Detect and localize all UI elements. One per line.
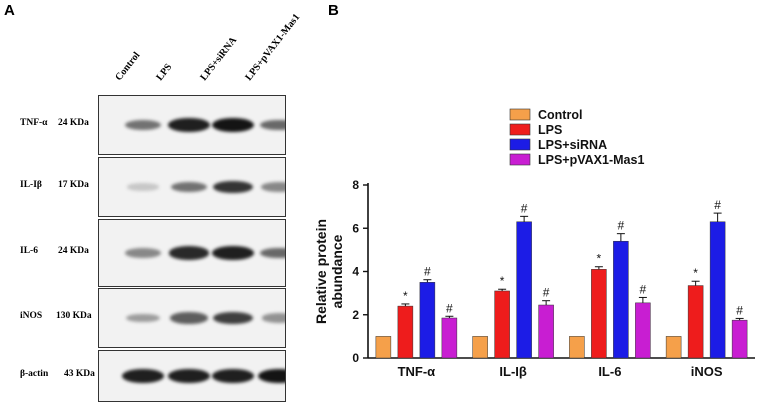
legend-swatch	[509, 123, 531, 136]
blot-protein-label: IL-Iβ	[20, 180, 42, 190]
panel-letter-a: A	[4, 2, 15, 19]
blot-band	[260, 119, 285, 131]
bar	[687, 285, 704, 359]
legend-swatch	[509, 108, 531, 121]
significance-mark: #	[424, 265, 431, 279]
bar	[709, 221, 726, 359]
blot-band	[170, 181, 208, 193]
y-axis-label: Relative proteinabundance	[313, 219, 345, 324]
x-tick-label: IL-Iβ	[499, 364, 526, 379]
bar	[441, 317, 458, 359]
bar	[635, 302, 651, 359]
blot-band	[261, 313, 285, 323]
significance-mark: #	[640, 282, 647, 296]
significance-mark: *	[597, 252, 602, 266]
blot-band	[127, 183, 159, 191]
blot-band	[168, 118, 210, 132]
blot-band	[212, 246, 254, 260]
blot-row	[98, 95, 286, 155]
significance-mark: #	[446, 301, 453, 315]
blot-band	[213, 311, 253, 325]
legend-swatch	[509, 138, 531, 151]
bar	[397, 305, 414, 359]
legend-label: LPS	[538, 123, 562, 137]
x-tick-label: TNF-α	[398, 364, 436, 379]
legend-label: LPS+siRNA	[538, 138, 607, 152]
blot-band	[170, 312, 208, 324]
blot-size-label: 130 KDa	[56, 311, 92, 321]
blot-band	[212, 180, 254, 194]
bar	[419, 282, 436, 359]
bar	[472, 336, 488, 359]
panel-letter-b: B	[328, 2, 339, 19]
blot-band	[122, 369, 164, 383]
blot-row	[98, 288, 286, 348]
blot-band	[124, 119, 162, 131]
blot-band	[212, 369, 254, 383]
significance-mark: #	[736, 303, 743, 317]
blot-protein-label: β-actin	[20, 369, 49, 379]
blot-band	[258, 369, 285, 383]
lane-label: LPS+siRNA	[198, 34, 240, 83]
blot-band	[212, 118, 254, 132]
significance-mark: #	[543, 286, 550, 300]
significance-mark: *	[403, 289, 408, 303]
significance-mark: #	[618, 219, 625, 233]
blot-band	[261, 182, 285, 192]
y-tick-label: 0	[352, 351, 359, 365]
legend-label: LPS+pVAX1-Mas1	[538, 153, 644, 167]
y-tick-label: 4	[352, 265, 359, 279]
lane-label: Control	[113, 50, 143, 83]
lane-label: LPS+pVAX1-Mas1	[243, 11, 303, 83]
blot-size-label: 43 KDa	[64, 369, 95, 379]
bar	[538, 304, 554, 359]
bar	[613, 240, 629, 359]
blot-size-label: 17 KDa	[58, 180, 89, 190]
blot-row	[98, 157, 286, 217]
blot-band	[125, 313, 161, 323]
blot-band	[168, 246, 210, 260]
blot-band	[125, 248, 161, 258]
bar	[731, 319, 748, 359]
bar	[494, 290, 510, 359]
significance-mark: #	[714, 198, 721, 212]
bar	[591, 269, 607, 359]
bar	[516, 221, 532, 359]
y-tick-label: 6	[352, 221, 359, 235]
significance-mark: #	[521, 201, 528, 215]
blot-band	[168, 369, 210, 383]
blot-row	[98, 219, 286, 287]
bar	[665, 336, 682, 359]
y-tick-label: 2	[352, 308, 359, 322]
bar	[569, 336, 585, 359]
lane-label: LPS	[154, 61, 175, 83]
legend-swatch	[509, 153, 531, 166]
significance-mark: *	[500, 274, 505, 288]
significance-mark: *	[693, 266, 698, 280]
x-tick-label: iNOS	[691, 364, 723, 379]
blot-protein-label: IL-6	[20, 246, 38, 256]
blot-row	[98, 350, 286, 402]
blot-protein-label: TNF-α	[20, 118, 48, 128]
blot-size-label: 24 KDa	[58, 118, 89, 128]
blot-protein-label: iNOS	[20, 311, 43, 321]
blot-band	[260, 247, 285, 259]
blot-size-label: 24 KDa	[58, 246, 89, 256]
x-tick-label: IL-6	[598, 364, 621, 379]
bar	[375, 336, 392, 359]
legend-label: Control	[538, 108, 582, 122]
y-tick-label: 8	[352, 178, 359, 192]
